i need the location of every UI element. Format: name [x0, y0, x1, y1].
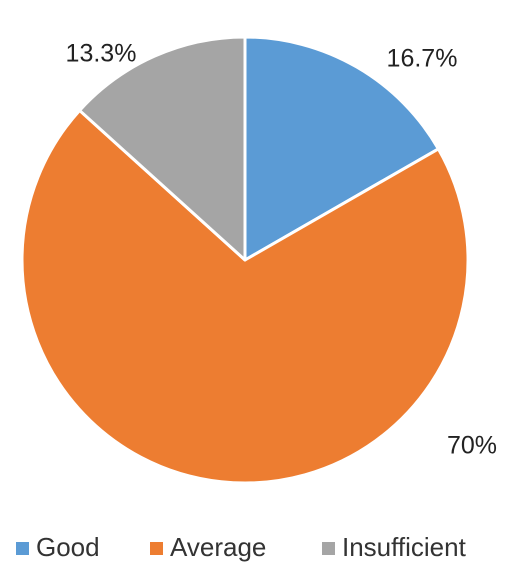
legend-label-insufficient: Insufficient	[342, 532, 467, 562]
pie-slices	[20, 35, 470, 485]
legend: Good Average Insufficient	[16, 532, 467, 562]
legend-label-good: Good	[36, 532, 100, 562]
legend-label-average: Average	[170, 532, 266, 562]
slice-good	[243, 35, 440, 262]
data-labels: 16.7% 70% 13.3%	[66, 40, 497, 460]
data-label-average: 70%	[447, 432, 497, 460]
data-label-good: 16.7%	[387, 45, 458, 73]
legend-swatch-insufficient	[322, 542, 335, 555]
slice-average	[20, 108, 470, 485]
legend-swatch-good	[16, 542, 29, 555]
legend-swatch-average	[150, 542, 163, 555]
slice-insufficient	[78, 35, 247, 262]
data-label-insufficient: 13.3%	[66, 40, 137, 68]
